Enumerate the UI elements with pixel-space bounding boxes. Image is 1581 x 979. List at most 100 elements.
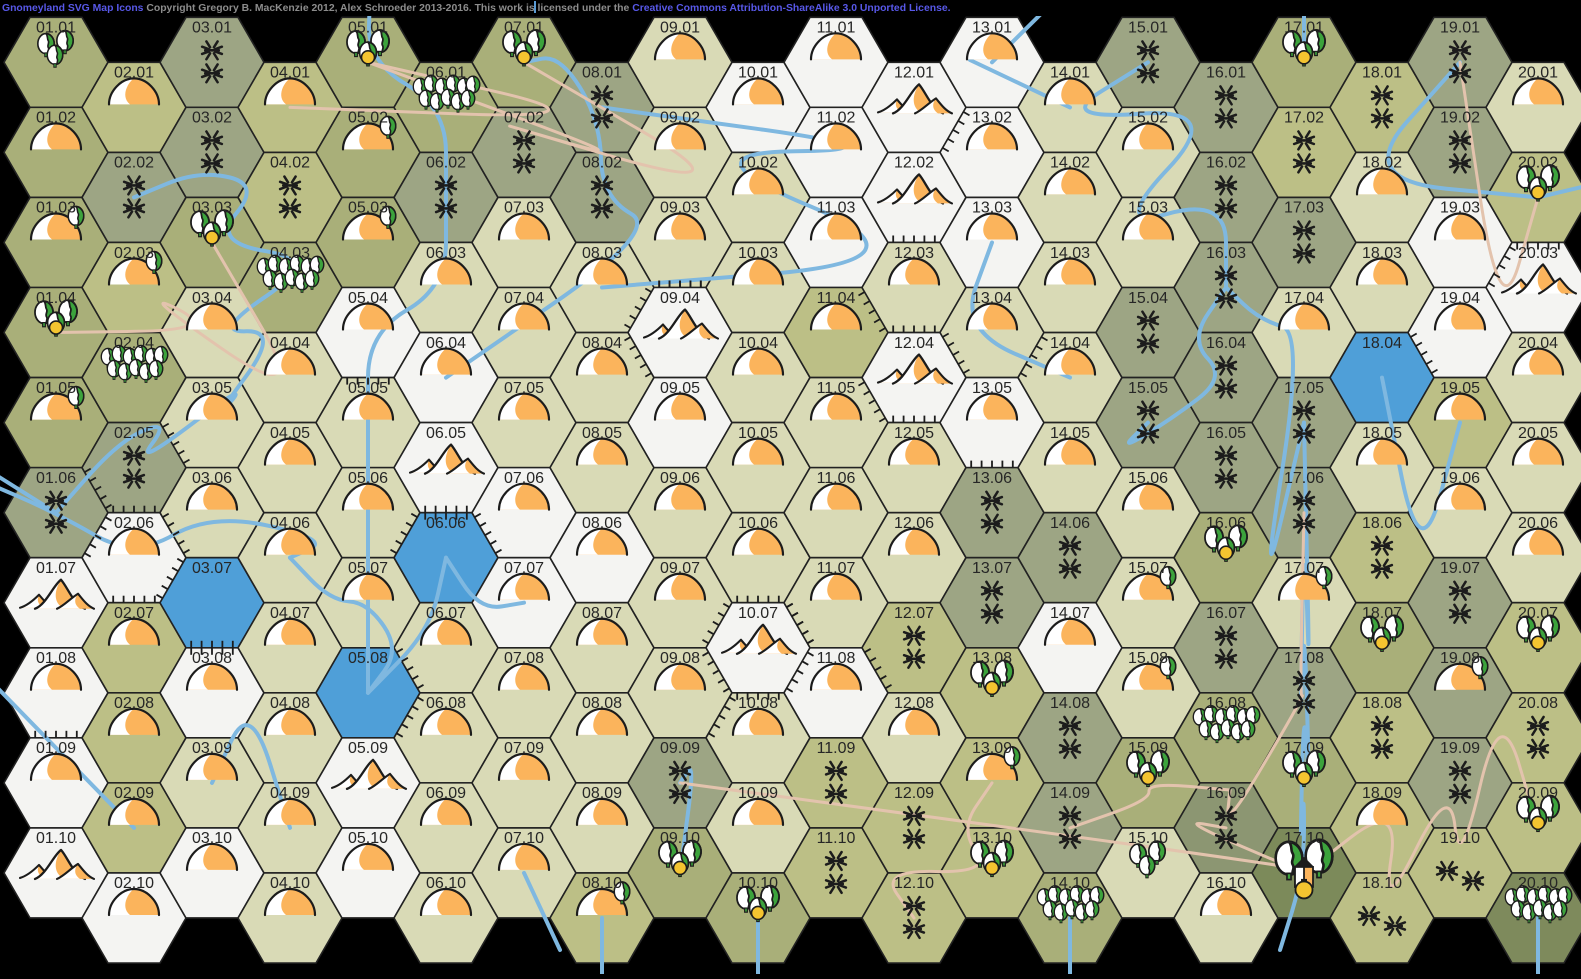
svg-text:14.03: 14.03 [1050, 245, 1090, 262]
svg-text:06.03: 06.03 [426, 245, 466, 262]
svg-text:02.05: 02.05 [114, 425, 154, 442]
svg-text:13.01: 13.01 [972, 20, 1012, 37]
svg-text:05.02: 05.02 [348, 110, 388, 127]
svg-text:17.10: 17.10 [1284, 830, 1324, 847]
svg-text:17.02: 17.02 [1284, 110, 1324, 127]
svg-text:05.09: 05.09 [348, 740, 388, 757]
svg-text:15.05: 15.05 [1128, 380, 1168, 397]
svg-text:11.03: 11.03 [817, 200, 856, 217]
svg-text:10.01: 10.01 [738, 65, 778, 82]
svg-text:19.06: 19.06 [1440, 470, 1480, 487]
svg-text:15.06: 15.06 [1128, 470, 1168, 487]
svg-text:20.03: 20.03 [1518, 245, 1558, 262]
svg-text:17.09: 17.09 [1284, 740, 1324, 757]
svg-text:14.04: 14.04 [1050, 335, 1090, 352]
svg-text:18.03: 18.03 [1362, 245, 1402, 262]
svg-text:06.09: 06.09 [426, 785, 466, 802]
svg-text:17.04: 17.04 [1284, 290, 1324, 307]
svg-text:10.04: 10.04 [738, 335, 778, 352]
svg-text:19.04: 19.04 [1440, 290, 1480, 307]
svg-text:15.04: 15.04 [1128, 290, 1168, 307]
svg-text:17.07: 17.07 [1284, 560, 1324, 577]
svg-text:18.05: 18.05 [1362, 425, 1402, 442]
svg-text:07.02: 07.02 [504, 110, 544, 127]
svg-text:18.01: 18.01 [1362, 65, 1402, 82]
svg-text:13.03: 13.03 [972, 200, 1012, 217]
svg-text:06.02: 06.02 [426, 155, 466, 172]
svg-text:13.04: 13.04 [972, 290, 1012, 307]
svg-text:05.10: 05.10 [348, 830, 388, 847]
svg-text:13.09: 13.09 [972, 740, 1012, 757]
svg-text:05.08: 05.08 [348, 650, 388, 667]
svg-text:14.09: 14.09 [1050, 785, 1090, 802]
svg-text:04.08: 04.08 [270, 695, 310, 712]
svg-text:07.01: 07.01 [504, 20, 544, 37]
svg-text:08.03: 08.03 [582, 245, 622, 262]
svg-text:07.10: 07.10 [504, 830, 544, 847]
svg-text:15.07: 15.07 [1128, 560, 1168, 577]
svg-text:11.05: 11.05 [817, 380, 856, 397]
svg-text:05.04: 05.04 [348, 290, 388, 307]
svg-text:20.07: 20.07 [1518, 605, 1558, 622]
svg-text:19.10: 19.10 [1440, 830, 1480, 847]
svg-text:01.04: 01.04 [36, 290, 76, 307]
svg-text:03.01: 03.01 [192, 20, 232, 37]
svg-text:07.09: 07.09 [504, 740, 544, 757]
svg-text:01.08: 01.08 [36, 650, 76, 667]
svg-text:11.06: 11.06 [817, 470, 856, 487]
svg-text:10.10: 10.10 [738, 875, 778, 892]
svg-text:16.01: 16.01 [1206, 65, 1246, 82]
svg-text:14.10: 14.10 [1050, 875, 1090, 892]
svg-text:14.08: 14.08 [1050, 695, 1090, 712]
svg-text:20.09: 20.09 [1518, 785, 1558, 802]
svg-text:16.07: 16.07 [1206, 605, 1246, 622]
svg-text:13.10: 13.10 [972, 830, 1012, 847]
svg-text:01.05: 01.05 [36, 380, 76, 397]
svg-text:12.08: 12.08 [894, 695, 934, 712]
svg-text:01.01: 01.01 [36, 20, 76, 37]
svg-text:03.06: 03.06 [192, 470, 232, 487]
svg-text:10.09: 10.09 [738, 785, 778, 802]
svg-text:03.08: 03.08 [192, 650, 232, 667]
svg-text:03.09: 03.09 [192, 740, 232, 757]
svg-text:16.05: 16.05 [1206, 425, 1246, 442]
svg-text:02.04: 02.04 [114, 335, 154, 352]
svg-text:11.02: 11.02 [817, 110, 856, 127]
svg-text:10.06: 10.06 [738, 515, 778, 532]
svg-text:07.05: 07.05 [504, 380, 544, 397]
svg-text:01.10: 01.10 [36, 830, 76, 847]
svg-text:05.05: 05.05 [348, 380, 388, 397]
svg-text:16.04: 16.04 [1206, 335, 1246, 352]
svg-text:15.02: 15.02 [1128, 110, 1168, 127]
svg-text:09.08: 09.08 [660, 650, 700, 667]
svg-text:15.09: 15.09 [1128, 740, 1168, 757]
svg-text:04.03: 04.03 [270, 245, 310, 262]
svg-text:04.04: 04.04 [270, 335, 310, 352]
svg-text:15.08: 15.08 [1128, 650, 1168, 667]
svg-text:02.09: 02.09 [114, 785, 154, 802]
svg-text:18.02: 18.02 [1362, 155, 1402, 172]
svg-text:11.10: 11.10 [817, 830, 856, 847]
svg-text:14.01: 14.01 [1050, 65, 1090, 82]
svg-text:12.09: 12.09 [894, 785, 934, 802]
svg-text:20.04: 20.04 [1518, 335, 1558, 352]
svg-text:18.04: 18.04 [1362, 335, 1402, 352]
svg-text:18.07: 18.07 [1362, 605, 1402, 622]
svg-text:19.07: 19.07 [1440, 560, 1480, 577]
svg-text:06.07: 06.07 [426, 605, 466, 622]
svg-text:10.03: 10.03 [738, 245, 778, 262]
svg-text:20.05: 20.05 [1518, 425, 1558, 442]
svg-text:16.08: 16.08 [1206, 695, 1246, 712]
svg-text:12.03: 12.03 [894, 245, 934, 262]
svg-text:01.06: 01.06 [36, 470, 76, 487]
svg-text:08.02: 08.02 [582, 155, 622, 172]
svg-text:19.01: 19.01 [1440, 20, 1480, 37]
svg-text:06.05: 06.05 [426, 425, 466, 442]
svg-text:08.04: 08.04 [582, 335, 622, 352]
svg-text:09.09: 09.09 [660, 740, 700, 757]
svg-text:01.03: 01.03 [36, 200, 76, 217]
svg-text:04.07: 04.07 [270, 605, 310, 622]
svg-text:14.06: 14.06 [1050, 515, 1090, 532]
svg-text:18.08: 18.08 [1362, 695, 1402, 712]
svg-text:10.02: 10.02 [738, 155, 778, 172]
